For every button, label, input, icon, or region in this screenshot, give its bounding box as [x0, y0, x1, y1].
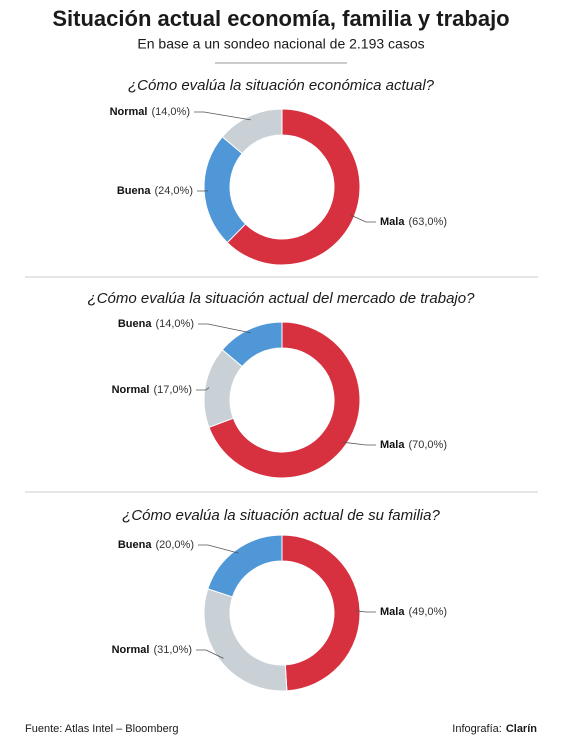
category-label: Buena — [118, 318, 153, 330]
category-label: Normal — [110, 106, 148, 118]
credit-label: Infografía: — [452, 723, 502, 735]
category-label: Mala — [380, 606, 405, 618]
donut-segment — [208, 321, 361, 479]
category-label: Mala — [380, 216, 405, 228]
leader-line — [197, 190, 209, 192]
leader-line — [194, 111, 251, 121]
donut-segment — [203, 136, 247, 244]
slice-label: Mala (70,0%) — [380, 439, 447, 451]
leader-line — [342, 441, 376, 446]
value-label: (70,0%) — [408, 439, 447, 451]
slice-label: Normal (17,0%) — [112, 384, 192, 396]
category-label: Mala — [380, 439, 405, 451]
source: Fuente: Atlas Intel – Bloomberg — [25, 723, 178, 735]
value-label: (17,0%) — [153, 384, 192, 396]
donut-segment — [207, 534, 283, 598]
category-label: Normal — [112, 384, 150, 396]
subtitle: En base a un sondeo nacional de 2.193 ca… — [137, 36, 424, 52]
donut-segment — [221, 108, 283, 155]
slice-label: Buena (24,0%) — [117, 185, 193, 197]
credit-brand: Clarín — [506, 723, 537, 735]
value-label: (14,0%) — [155, 318, 194, 330]
slice-label: Buena (14,0%) — [118, 318, 194, 330]
credit: Infografía: Clarín — [452, 723, 537, 735]
value-label: (63,0%) — [408, 216, 447, 228]
value-label: (31,0%) — [153, 644, 192, 656]
chart-title: ¿Cómo evalúa la situación actual del mer… — [88, 290, 476, 307]
leader-line — [198, 323, 251, 334]
slice-label: Mala (49,0%) — [380, 606, 447, 618]
slice-label: Normal (14,0%) — [110, 106, 190, 118]
donut-segment — [281, 534, 361, 692]
leader-line — [196, 649, 224, 659]
chart-title: ¿Cómo evalúa la situación económica actu… — [128, 77, 435, 94]
category-label: Normal — [112, 644, 150, 656]
donut-segment — [203, 588, 288, 692]
value-label: (49,0%) — [408, 606, 447, 618]
leader-line — [198, 544, 239, 554]
category-label: Buena — [117, 185, 152, 197]
slice-label: Normal (31,0%) — [112, 644, 192, 656]
donut-segment — [221, 321, 283, 368]
chart-title: ¿Cómo evalúa la situación actual de su f… — [122, 507, 440, 524]
title: Situación actual economía, familia y tra… — [52, 6, 509, 31]
leader-line — [196, 387, 210, 391]
slice-label: Mala (63,0%) — [380, 216, 447, 228]
category-label: Buena — [118, 539, 153, 551]
slice-label: Buena (20,0%) — [118, 539, 194, 551]
leader-line — [355, 610, 376, 613]
value-label: (24,0%) — [154, 185, 193, 197]
leader-line — [350, 214, 376, 223]
value-label: (14,0%) — [151, 106, 190, 118]
value-label: (20,0%) — [155, 539, 194, 551]
donut-segment — [226, 108, 361, 266]
